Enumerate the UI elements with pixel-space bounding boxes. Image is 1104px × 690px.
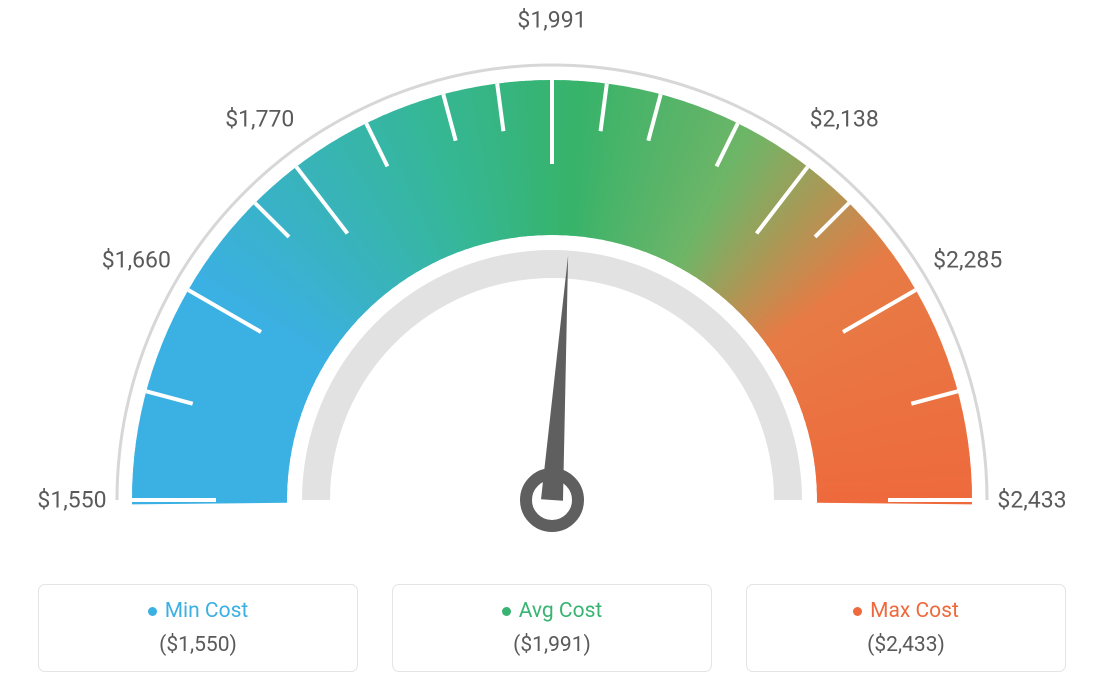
legend-avg-value: ($1,991) xyxy=(403,633,701,657)
legend-avg-label: Avg Cost xyxy=(519,599,603,623)
cost-gauge: $1,550 $1,660 $1,770 $1,991 $2,138 $2,285 $2,4… xyxy=(0,0,1104,560)
legend-min-label: Min Cost xyxy=(165,599,249,623)
legend-min-header: Min Cost xyxy=(148,599,249,623)
legend-card-avg: Avg Cost ($1,991) xyxy=(392,584,712,672)
gauge-tick-label: $1,660 xyxy=(102,247,171,274)
legend-max-label: Max Cost xyxy=(870,599,959,623)
gauge-tick-label: $1,550 xyxy=(37,487,106,514)
gauge-tick-label: $1,770 xyxy=(225,106,294,133)
legend-avg-header: Avg Cost xyxy=(502,599,603,623)
gauge-tick-label: $2,285 xyxy=(933,247,1002,274)
legend-card-min: Min Cost ($1,550) xyxy=(38,584,358,672)
legend-min-value: ($1,550) xyxy=(49,633,347,657)
legend-row: Min Cost ($1,550) Avg Cost ($1,991) Max … xyxy=(0,584,1104,672)
legend-max-value: ($2,433) xyxy=(757,633,1055,657)
gauge-tick-label: $2,433 xyxy=(997,487,1066,514)
legend-max-dot xyxy=(853,607,862,616)
legend-min-dot xyxy=(148,607,157,616)
gauge-tick-label: $1,991 xyxy=(517,7,586,34)
gauge-svg xyxy=(0,0,1104,560)
legend-card-max: Max Cost ($2,433) xyxy=(746,584,1066,672)
gauge-tick-label: $2,138 xyxy=(810,106,879,133)
legend-avg-dot xyxy=(502,607,511,616)
legend-max-header: Max Cost xyxy=(853,599,959,623)
